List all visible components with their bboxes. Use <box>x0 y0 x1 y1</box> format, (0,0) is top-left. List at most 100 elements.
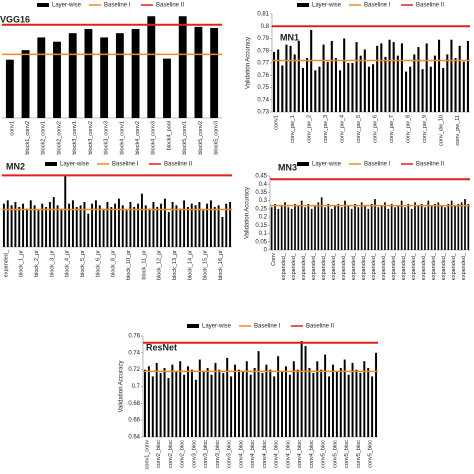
bar <box>414 202 416 250</box>
x-tick-label: conv5_bloc <box>356 440 362 468</box>
legend-label: Layer-wise <box>202 324 232 330</box>
legend-label: Baseline I <box>364 162 391 168</box>
bar <box>454 205 456 250</box>
x-tick-label: conv3_bloc <box>227 440 233 468</box>
bar <box>357 207 360 250</box>
bar <box>37 210 40 247</box>
y-tick-label: 0.79 <box>257 36 269 42</box>
x-tick-label: conv_pw_5 <box>356 115 362 143</box>
bar <box>320 369 323 437</box>
bar <box>372 64 375 112</box>
bar <box>425 43 428 112</box>
bar <box>48 202 51 247</box>
bar <box>450 39 453 112</box>
bar <box>318 66 321 112</box>
bar <box>45 207 48 247</box>
x-tick-label: expanded_ <box>351 252 357 280</box>
x-tick-label: block5_conv2 <box>198 121 204 155</box>
bar <box>175 371 178 437</box>
bar <box>277 356 280 437</box>
x-tick-label: conv4_bloc <box>262 440 268 468</box>
bar <box>253 367 256 437</box>
x-tick-label: conv2_bloc <box>156 440 162 468</box>
bar <box>363 361 366 437</box>
bar <box>102 208 105 247</box>
bar <box>335 371 338 437</box>
bar <box>284 366 287 437</box>
bar <box>245 361 248 437</box>
bar <box>306 58 309 112</box>
x-tick-label: expanded_ <box>331 252 337 280</box>
bar <box>392 42 395 112</box>
y-tick-label: 0.76 <box>257 73 269 79</box>
x-tick-label: block_15_pr <box>203 250 209 280</box>
bar <box>214 362 217 437</box>
y-tick-label: 0.74 <box>257 97 269 103</box>
bar <box>396 55 399 112</box>
bar <box>337 203 340 250</box>
bar <box>94 200 97 247</box>
bar <box>178 16 187 119</box>
bar <box>417 205 420 250</box>
legend-label: Baseline I <box>112 162 139 168</box>
bar <box>281 371 284 437</box>
bar <box>347 205 350 250</box>
bar <box>374 199 376 250</box>
bar <box>433 55 436 112</box>
x-tick-label: Conv <box>271 253 277 266</box>
bar <box>273 376 276 437</box>
x-tick-label: block_4_pr <box>65 250 71 277</box>
bar <box>83 202 86 247</box>
x-tick-label: block_3_pr <box>49 250 55 277</box>
bar <box>314 205 316 250</box>
legend-label: Layer-wise <box>52 3 82 9</box>
bar <box>330 208 333 250</box>
x-tick-label: conv4_bloc <box>274 440 280 468</box>
bar <box>167 378 170 437</box>
x-tick-label: expanded_ <box>461 252 467 280</box>
bar <box>198 359 201 437</box>
x-tick-label: expanded_ <box>361 252 367 280</box>
y-tick-label: 0.66 <box>128 418 140 424</box>
bar <box>363 49 366 112</box>
bar <box>307 203 310 250</box>
bar <box>359 373 362 437</box>
x-tick-label: expanded_ <box>301 252 307 280</box>
legend-label: Baseline II <box>164 162 192 168</box>
bar <box>167 212 170 247</box>
y-axis-label: Validation Accuracy <box>119 361 125 413</box>
bar <box>438 39 441 112</box>
legend-swatch <box>297 162 309 166</box>
x-tick-label: block_5_pr <box>80 250 86 277</box>
x-tick-label: conv4_bloc <box>297 440 303 468</box>
legend-label: Baseline II <box>416 162 444 168</box>
x-tick-label: conv1_conv <box>144 440 150 470</box>
bar <box>179 208 182 247</box>
x-tick-label: conv5_bloc <box>368 440 374 468</box>
bar <box>187 366 190 437</box>
bar <box>420 203 423 250</box>
bar <box>288 374 291 437</box>
x-tick-label: block_8_pr <box>111 250 117 277</box>
bar <box>429 66 432 112</box>
bar <box>464 199 466 250</box>
bar <box>257 351 260 437</box>
bar <box>273 51 276 112</box>
bar <box>444 207 446 250</box>
bar <box>304 207 306 250</box>
x-tick-label: block_14_pr <box>187 250 193 280</box>
y-tick-label: 0 <box>264 248 268 254</box>
x-tick-label: expanded_ <box>411 252 417 280</box>
bar <box>446 54 449 112</box>
x-tick-label: conv3_bloc <box>203 440 209 468</box>
bar <box>312 373 315 437</box>
bar <box>310 29 313 112</box>
bar <box>18 207 21 247</box>
bar <box>454 58 457 112</box>
bar <box>22 203 25 247</box>
bar <box>163 58 171 118</box>
bar <box>237 369 240 437</box>
bar <box>284 202 286 250</box>
bar <box>404 207 406 250</box>
